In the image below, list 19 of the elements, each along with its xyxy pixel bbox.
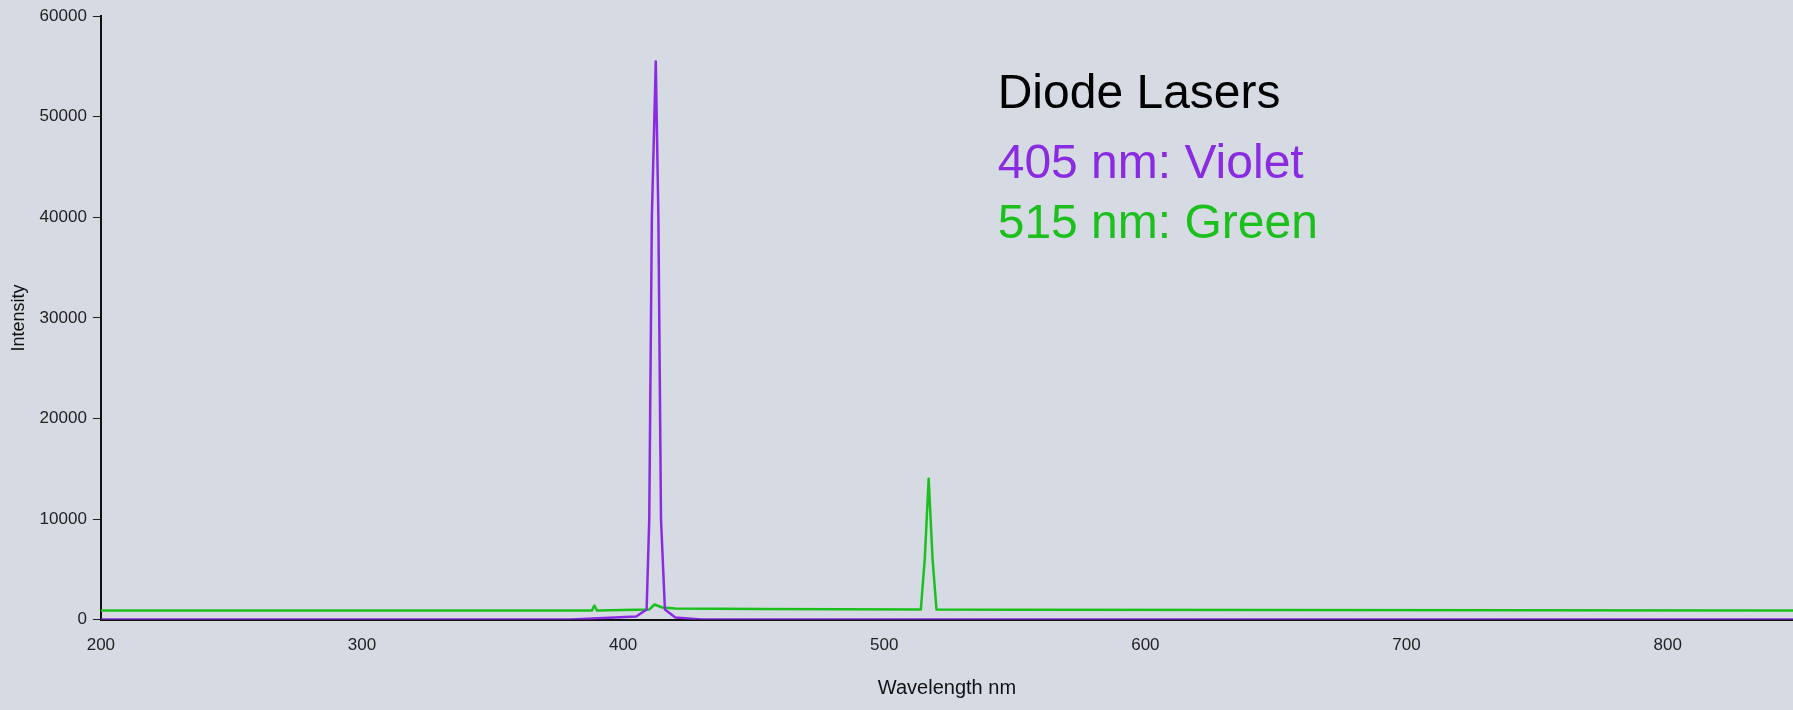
x-tick-label: 600	[1131, 635, 1160, 655]
x-tick-label: 300	[347, 635, 377, 655]
text: 515 nm: Green	[997, 195, 1318, 249]
y-tick-label: 30000	[39, 307, 87, 327]
y-tick-label: 20000	[39, 408, 87, 428]
x-tick-label: 400	[608, 635, 638, 655]
y-tick-label: 50000	[39, 106, 87, 126]
x-axis-title: Wavelength nm	[877, 675, 1017, 698]
x-tick-label: 700	[1392, 635, 1421, 655]
y-tick-label: 60000	[39, 5, 87, 25]
x-tick-label: 800	[1653, 635, 1682, 655]
x-tick-label: 500	[870, 635, 899, 655]
text: 405 nm: Violet	[997, 135, 1304, 189]
y-tick-label: 40000	[39, 207, 87, 227]
legend-title: Diode Lasers	[997, 65, 1281, 119]
y-tick-label: 10000	[39, 508, 87, 528]
y-axis-title: Intensity	[7, 284, 28, 352]
y-tick-label: 0	[77, 609, 87, 629]
x-tick-label: 200	[86, 635, 116, 655]
